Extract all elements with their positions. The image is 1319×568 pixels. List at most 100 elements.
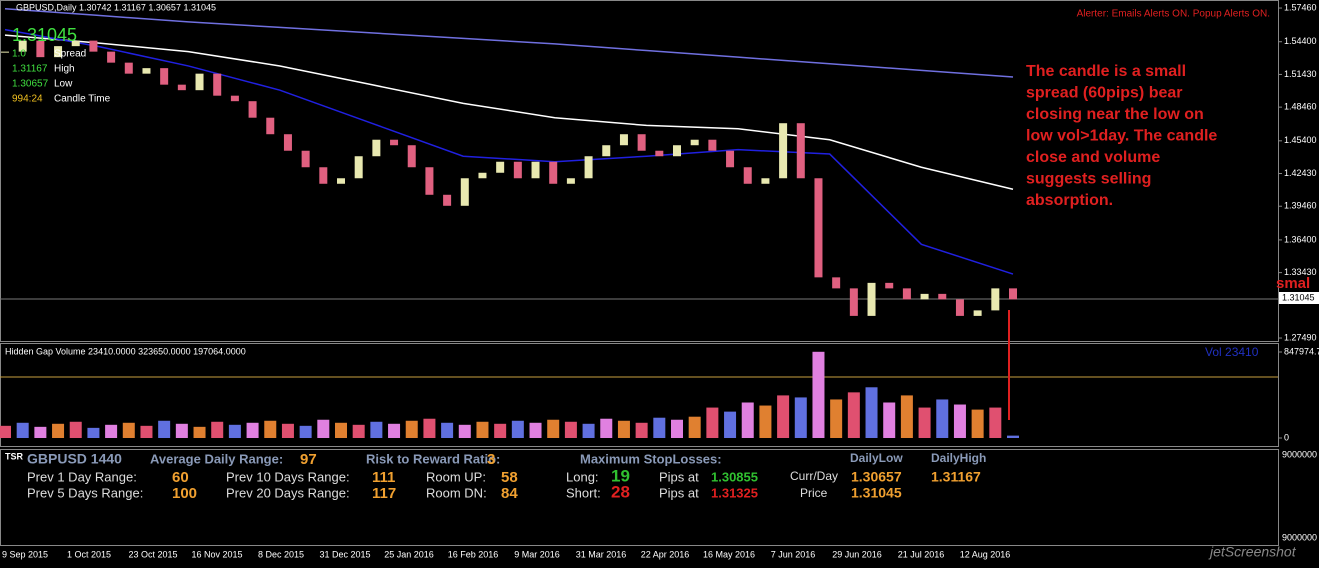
volume-bar bbox=[706, 407, 719, 438]
high-label: High bbox=[54, 64, 75, 75]
annotation-line: spread (60pips) bear bbox=[1026, 85, 1183, 102]
volume-bar bbox=[423, 418, 436, 438]
x-tick-label: 12 Aug 2016 bbox=[960, 549, 1011, 559]
volume-bar bbox=[617, 420, 630, 438]
candle bbox=[955, 299, 964, 316]
candle bbox=[266, 117, 275, 135]
candle bbox=[885, 282, 894, 289]
volume-bar bbox=[317, 419, 330, 438]
x-tick-label: 25 Jan 2016 bbox=[384, 549, 434, 559]
volume-bar bbox=[582, 423, 595, 438]
candle bbox=[832, 277, 841, 289]
candle bbox=[230, 95, 239, 102]
candle bbox=[407, 145, 416, 168]
bid: 1.31045 bbox=[12, 25, 77, 45]
x-tick-label: 16 May 2016 bbox=[703, 549, 755, 559]
candle bbox=[513, 161, 522, 179]
volume-bar bbox=[140, 425, 153, 438]
price: 1.31045 bbox=[851, 485, 902, 501]
volume-bar bbox=[299, 425, 312, 438]
dn: 84 bbox=[501, 485, 518, 502]
candle bbox=[938, 293, 947, 300]
candle bbox=[71, 40, 80, 47]
p5: 100 bbox=[172, 485, 197, 502]
tsr-axis-bottom: 9000000 bbox=[1282, 532, 1317, 542]
volume-bar bbox=[52, 423, 65, 438]
candle bbox=[301, 150, 310, 168]
adr-label: Average Daily Range: bbox=[150, 451, 283, 466]
candle bbox=[107, 51, 116, 63]
candle bbox=[1009, 288, 1017, 300]
candle bbox=[566, 178, 575, 184]
candle bbox=[708, 139, 717, 151]
candle bbox=[337, 178, 345, 184]
watermark: jetScreenshot bbox=[1208, 544, 1297, 560]
dlow: 1.30657 bbox=[851, 469, 902, 485]
x-tick-label: 9 Mar 2016 bbox=[514, 549, 560, 559]
x-tick-label: 31 Mar 2016 bbox=[576, 549, 627, 559]
volume-bar bbox=[458, 424, 471, 438]
x-tick-label: 21 Jul 2016 bbox=[898, 549, 945, 559]
candle bbox=[973, 310, 982, 316]
dn-label: Room DN: bbox=[426, 485, 487, 500]
x-tick-label: 16 Nov 2015 bbox=[191, 549, 242, 559]
candle bbox=[89, 40, 98, 52]
moving-average bbox=[4, 28, 1014, 275]
candle bbox=[655, 150, 664, 157]
p1: 60 bbox=[172, 469, 189, 486]
volume-panel bbox=[0, 343, 1279, 447]
long-label: Long: bbox=[566, 469, 599, 484]
candle bbox=[531, 161, 540, 179]
dhigh-label: DailyHigh bbox=[931, 451, 986, 465]
x-tick-label: 9 Sep 2015 bbox=[2, 549, 48, 559]
volume-bar bbox=[671, 419, 683, 438]
y-tick-label: 1.45400 bbox=[1284, 135, 1317, 145]
volume-bar bbox=[653, 417, 666, 438]
annotation-line: absorption. bbox=[1026, 192, 1113, 209]
candle bbox=[673, 145, 681, 157]
candle bbox=[248, 101, 257, 118]
tsr-tag: TSR bbox=[5, 451, 24, 461]
price-tag: 1.31045 bbox=[1282, 292, 1315, 302]
dlow-label: DailyLow bbox=[850, 451, 903, 465]
y-tick-label: 1.33430 bbox=[1284, 267, 1317, 277]
annotation-line: closing near the low on bbox=[1026, 106, 1204, 123]
annotation-line: suggests selling bbox=[1026, 171, 1151, 188]
y-tick-label: 847974.7 bbox=[1284, 346, 1319, 356]
volume-bar bbox=[830, 399, 843, 438]
y-tick-label: 1.27490 bbox=[1284, 332, 1317, 342]
candle bbox=[354, 156, 363, 179]
volume-bar bbox=[441, 422, 454, 438]
x-tick-label: 1 Oct 2015 bbox=[67, 549, 111, 559]
volume-bar bbox=[87, 427, 100, 438]
volume-bar bbox=[405, 420, 418, 438]
y-tick-label: 1.42430 bbox=[1284, 168, 1317, 178]
volume-bar bbox=[388, 423, 401, 438]
volume-bar bbox=[281, 423, 294, 438]
alert: Alerter: Emails Alerts ON. Popup Alerts … bbox=[1077, 9, 1270, 20]
candle bbox=[902, 288, 911, 300]
price-panel bbox=[0, 0, 1279, 342]
candle bbox=[177, 84, 186, 91]
volume-bar bbox=[724, 411, 737, 438]
candle bbox=[761, 178, 770, 184]
volume-title: Hidden Gap Volume 23410.0000 323650.0000… bbox=[5, 346, 246, 356]
candle bbox=[425, 167, 434, 195]
up-label: Room UP: bbox=[426, 469, 486, 484]
candle bbox=[849, 288, 858, 316]
edge-text: smal bbox=[1276, 275, 1310, 292]
volume-bar bbox=[600, 418, 613, 438]
volume-bar bbox=[865, 387, 878, 438]
volume-bar bbox=[900, 395, 913, 438]
candle bbox=[726, 150, 735, 168]
p10: 111 bbox=[372, 469, 395, 486]
y-tick-label: 1.54400 bbox=[1284, 36, 1317, 46]
adr: 97 bbox=[300, 451, 317, 468]
rr-label: Risk to Reward Ratio: bbox=[366, 451, 500, 466]
rr: 3 bbox=[487, 451, 495, 468]
volume-bar bbox=[16, 422, 29, 438]
sl-label: Maximum StopLosses: bbox=[580, 451, 722, 466]
volume-bar bbox=[847, 392, 860, 438]
volume-bar bbox=[547, 419, 560, 438]
candle bbox=[283, 134, 292, 151]
